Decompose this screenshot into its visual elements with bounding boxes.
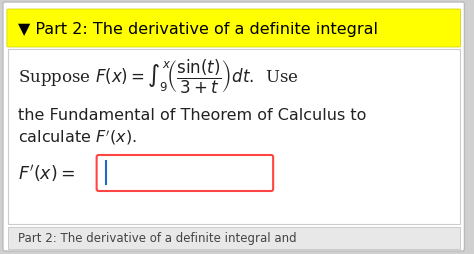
Text: Suppose $F(x) = \int_9^x \!\left(\dfrac{\sin(t)}{3+t}\right) dt.\,$ Use: Suppose $F(x) = \int_9^x \!\left(\dfrac{… [18, 58, 299, 96]
FancyBboxPatch shape [3, 3, 465, 251]
Text: the Fundamental of Theorem of Calculus to: the Fundamental of Theorem of Calculus t… [18, 107, 366, 122]
Text: Part 2: The derivative of a definite integral and: Part 2: The derivative of a definite int… [18, 232, 296, 245]
FancyBboxPatch shape [8, 227, 459, 249]
Text: calculate $F'(x).$: calculate $F'(x).$ [18, 127, 137, 146]
FancyBboxPatch shape [97, 155, 273, 191]
FancyBboxPatch shape [7, 10, 461, 48]
Text: ▼ Part 2: The derivative of a definite integral: ▼ Part 2: The derivative of a definite i… [18, 21, 378, 36]
Text: $F'(x) =$: $F'(x) =$ [18, 162, 75, 183]
FancyBboxPatch shape [8, 50, 459, 224]
